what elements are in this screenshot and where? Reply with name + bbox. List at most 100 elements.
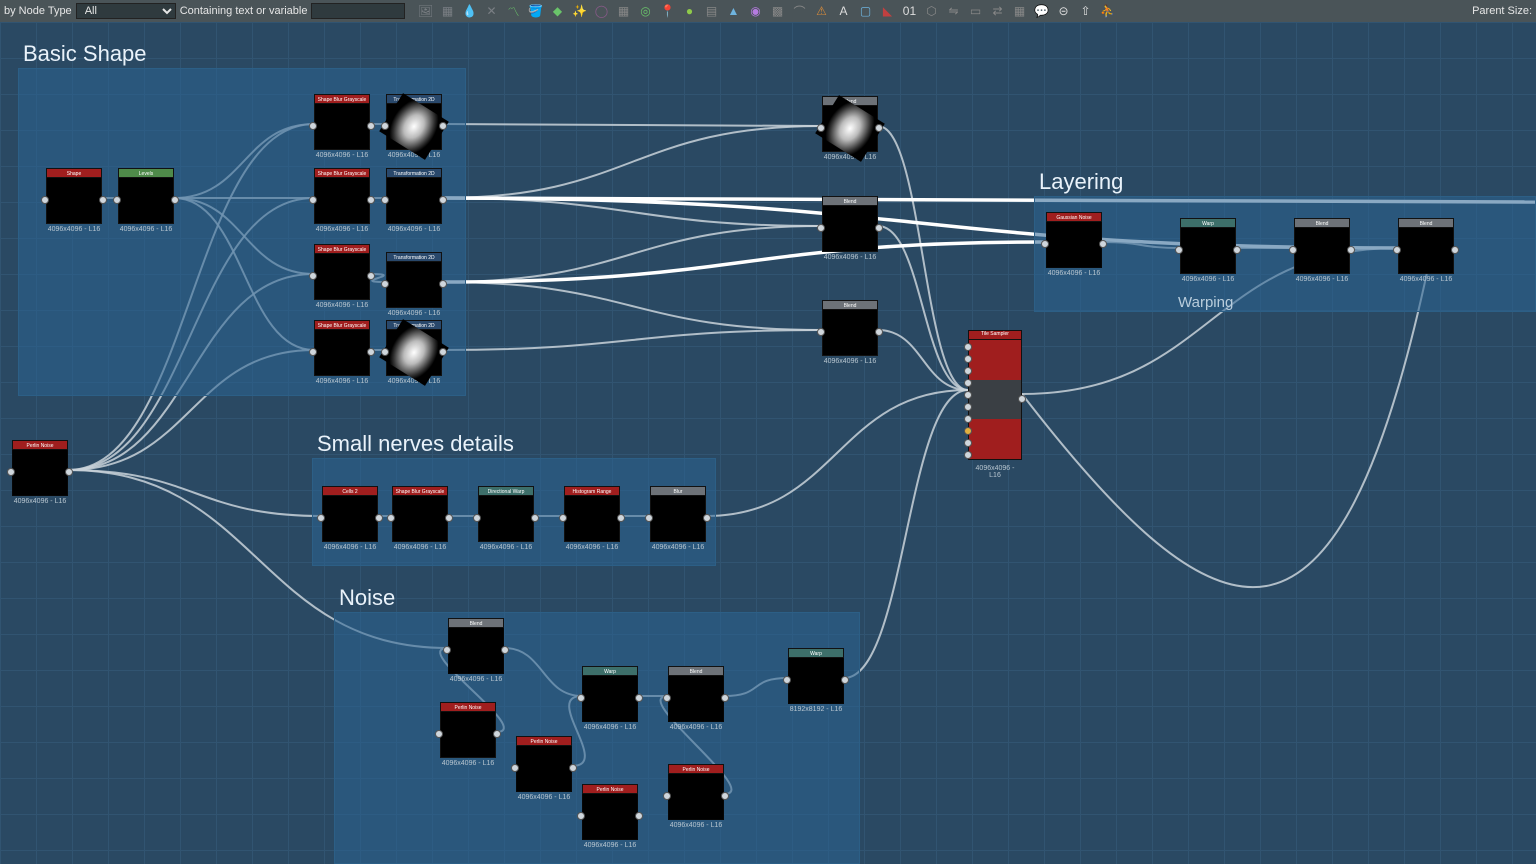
port-in[interactable] [964, 439, 972, 447]
panel-icon[interactable]: ▭ [965, 2, 985, 20]
num-icon[interactable]: 01 [899, 2, 919, 20]
port-out[interactable] [875, 328, 883, 336]
port-out[interactable] [721, 694, 729, 702]
port-in[interactable] [381, 122, 389, 130]
port-in[interactable] [964, 379, 972, 387]
node-bl1[interactable]: Blend4096x4096 - L16 [822, 96, 878, 161]
port-out[interactable] [439, 348, 447, 356]
person-icon[interactable]: ⛹ [1097, 2, 1117, 20]
port-out[interactable] [875, 124, 883, 132]
port-in[interactable] [964, 367, 972, 375]
port-in[interactable] [7, 468, 15, 476]
warn-icon[interactable]: ⚠ [811, 2, 831, 20]
port-in[interactable] [964, 403, 972, 411]
port-in[interactable] [645, 514, 653, 522]
bbox-icon[interactable]: ▢ [855, 2, 875, 20]
port-in[interactable] [435, 730, 443, 738]
node-dwarp[interactable]: Directional Warp4096x4096 - L16 [478, 486, 534, 551]
port-out[interactable] [171, 196, 179, 204]
port-out[interactable] [617, 514, 625, 522]
port-in[interactable] [1041, 240, 1049, 248]
node-tr2[interactable]: Transformation 2D4096x4096 - L16 [386, 168, 442, 233]
dot-green-icon[interactable]: ● [679, 2, 699, 20]
port-out[interactable] [501, 646, 509, 654]
port-in[interactable] [964, 451, 972, 459]
port-out[interactable] [635, 694, 643, 702]
filter-type-select[interactable]: All [76, 3, 176, 19]
port-in[interactable] [511, 764, 519, 772]
port-in[interactable] [1289, 246, 1297, 254]
bucket-icon[interactable]: 🪣 [525, 2, 545, 20]
port-in[interactable] [663, 792, 671, 800]
port-out[interactable] [1233, 246, 1241, 254]
port-out[interactable] [367, 348, 375, 356]
port-in[interactable] [309, 196, 317, 204]
text-icon[interactable]: A [833, 2, 853, 20]
node-sbg5[interactable]: Shape Blur Grayscale4096x4096 - L16 [392, 486, 448, 551]
pin2-icon[interactable]: ⇧ [1075, 2, 1095, 20]
port-in[interactable] [964, 343, 972, 351]
node-pn2[interactable]: Perlin Noise4096x4096 - L16 [440, 702, 496, 767]
port-in[interactable] [577, 694, 585, 702]
port-out[interactable] [531, 514, 539, 522]
grid-icon[interactable]: ▦ [613, 2, 633, 20]
node-cells[interactable]: Cells 24096x4096 - L16 [322, 486, 378, 551]
port-out[interactable] [375, 514, 383, 522]
port-in[interactable] [41, 196, 49, 204]
layers-icon[interactable]: ▦ [437, 2, 457, 20]
port-in[interactable] [381, 196, 389, 204]
node-bl2[interactable]: Blend4096x4096 - L16 [822, 196, 878, 261]
node-perlin[interactable]: Perlin Noise4096x4096 - L16 [12, 440, 68, 505]
node-lwarp[interactable]: Warp4096x4096 - L16 [1180, 218, 1236, 283]
node-bl3[interactable]: Blend4096x4096 - L16 [822, 300, 878, 365]
port-out[interactable] [569, 764, 577, 772]
slider-icon[interactable]: ⊝ [1053, 2, 1073, 20]
layers2-icon[interactable]: ▤ [701, 2, 721, 20]
port-in[interactable] [783, 676, 791, 684]
tile-icon[interactable]: ▦ [1009, 2, 1029, 20]
swap-icon[interactable]: ⇄ [987, 2, 1007, 20]
shape-icon[interactable]: ◣ [877, 2, 897, 20]
node-sbg1[interactable]: Shape Blur Grayscale4096x4096 - L16 [314, 94, 370, 159]
port-in[interactable] [317, 514, 325, 522]
port-out[interactable] [439, 280, 447, 288]
port-out[interactable] [1018, 395, 1026, 403]
node-sbg4[interactable]: Shape Blur Grayscale4096x4096 - L16 [314, 320, 370, 385]
port-out[interactable] [875, 224, 883, 232]
port-in[interactable] [817, 328, 825, 336]
curve-icon[interactable]: 〽 [503, 2, 523, 20]
port-in[interactable] [964, 427, 972, 435]
port-out[interactable] [439, 122, 447, 130]
port-in[interactable] [309, 348, 317, 356]
port-out[interactable] [703, 514, 711, 522]
fliph-icon[interactable]: ⇋ [943, 2, 963, 20]
port-in[interactable] [817, 224, 825, 232]
shuffle-icon[interactable]: ✕ [481, 2, 501, 20]
port-in[interactable] [817, 124, 825, 132]
node-lblend2[interactable]: Blend4096x4096 - L16 [1398, 218, 1454, 283]
port-in[interactable] [113, 196, 121, 204]
port-out[interactable] [841, 676, 849, 684]
node-levels[interactable]: Levels4096x4096 - L16 [118, 168, 174, 233]
port-out[interactable] [367, 122, 375, 130]
node-tr4[interactable]: Transformation 2D4096x4096 - L16 [386, 320, 442, 385]
port-out[interactable] [721, 792, 729, 800]
port-out[interactable] [367, 196, 375, 204]
node-sbg2[interactable]: Shape Blur Grayscale4096x4096 - L16 [314, 168, 370, 233]
filter-text-input[interactable] [311, 3, 405, 19]
node-nblend2[interactable]: Blend4096x4096 - L16 [668, 666, 724, 731]
node-tr1[interactable]: Transformation 2D4096x4096 - L16 [386, 94, 442, 159]
port-in[interactable] [964, 355, 972, 363]
node-gauss[interactable]: Gaussian Noise4096x4096 - L16 [1046, 212, 1102, 277]
drop-icon[interactable]: 💧 [459, 2, 479, 20]
target-icon[interactable]: ◎ [635, 2, 655, 20]
port-out[interactable] [1099, 240, 1107, 248]
port-out[interactable] [99, 196, 107, 204]
port-in[interactable] [559, 514, 567, 522]
port-in[interactable] [473, 514, 481, 522]
comment-icon[interactable]: 💬 [1031, 2, 1051, 20]
port-out[interactable] [65, 468, 73, 476]
port-out[interactable] [635, 812, 643, 820]
ring-icon[interactable]: ◯ [591, 2, 611, 20]
image-icon[interactable]: 🖼 [415, 2, 435, 20]
